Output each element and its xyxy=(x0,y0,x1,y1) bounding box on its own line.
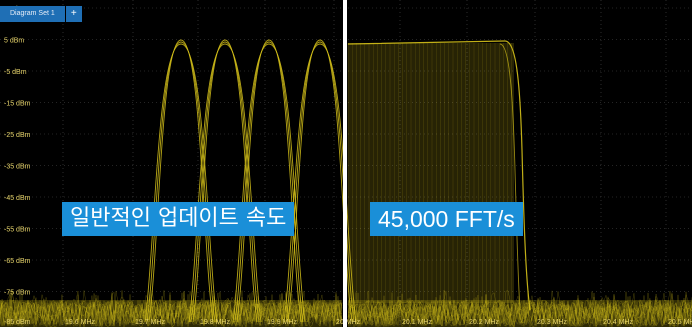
noise-trace xyxy=(0,291,343,327)
y-axis-tick-label: -75 dBm xyxy=(4,290,31,297)
tab-diagram-set-1[interactable]: Diagram Set 1 xyxy=(0,6,65,22)
x-axis-tick-label: 20 MHz xyxy=(336,319,361,326)
y-axis-tick-label: -85 dBm xyxy=(4,319,31,326)
noise-trace xyxy=(0,290,343,327)
noise-trace xyxy=(0,290,343,327)
noise-trace xyxy=(0,291,343,327)
x-axis-tick-label: 20.4 MHz xyxy=(603,319,633,326)
noise-trace xyxy=(347,291,692,327)
y-axis-tick-label: -15 dBm xyxy=(4,101,31,108)
add-tab-button[interactable]: + xyxy=(65,6,82,22)
y-axis-tick-label: -55 dBm xyxy=(4,227,31,234)
x-axis-tick-label: 19.9 MHz xyxy=(267,319,297,326)
noise-trace xyxy=(347,292,692,327)
noise-trace xyxy=(347,291,692,327)
x-axis-tick-label: 20.2 MHz xyxy=(469,319,499,326)
persistence-edge xyxy=(499,43,521,311)
noise-trace xyxy=(347,292,692,327)
overlay-label-fft-rate: 45,000 FFT/s xyxy=(370,202,523,236)
noise-trace xyxy=(0,293,343,327)
noise-trace xyxy=(0,290,343,327)
x-axis-tick-label: 20.5 MHz xyxy=(668,319,692,326)
noise-trace xyxy=(347,290,692,327)
noise-trace xyxy=(347,292,692,327)
diagram-tab-bar: Diagram Set 1 + xyxy=(0,6,82,22)
x-axis-tick-label: 20.3 MHz xyxy=(537,319,567,326)
noise-trace xyxy=(0,292,343,327)
noise-trace xyxy=(347,291,692,327)
persistence-edge xyxy=(347,40,531,311)
persistence-trace-right xyxy=(347,40,531,311)
x-axis-labels: 19.6 MHz 19.7 MHz 19.8 MHz 19.9 MHz 20 MHz 20… xyxy=(65,319,692,326)
x-axis-tick-label: 19.7 MHz xyxy=(135,319,165,326)
noise-trace xyxy=(0,291,343,327)
x-axis-tick-label: 19.8 MHz xyxy=(200,319,230,326)
y-axis-tick-label: -45 dBm xyxy=(4,195,31,202)
overlay-label-normal-update-rate: 일반적인 업데이트 속도 xyxy=(62,202,295,236)
noise-trace xyxy=(347,293,692,327)
y-axis-tick-label: -25 dBm xyxy=(4,132,31,139)
noise-trace xyxy=(0,294,343,327)
noise-trace xyxy=(347,295,692,327)
noise-trace xyxy=(0,291,343,327)
y-axis-tick-label: -35 dBm xyxy=(4,164,31,171)
persistence-fill xyxy=(348,43,514,303)
y-axis-tick-label: 5 dBm xyxy=(4,38,24,45)
noise-trace xyxy=(347,291,692,327)
panel-divider xyxy=(343,0,347,327)
y-axis-tick-label: -5 dBm xyxy=(4,69,27,76)
noise-trace xyxy=(0,291,343,327)
x-axis-tick-label: 19.6 MHz xyxy=(65,319,95,326)
noise-trace xyxy=(0,290,343,327)
y-axis-tick-label: -65 dBm xyxy=(4,258,31,265)
x-axis-tick-label: 20.1 MHz xyxy=(402,319,432,326)
